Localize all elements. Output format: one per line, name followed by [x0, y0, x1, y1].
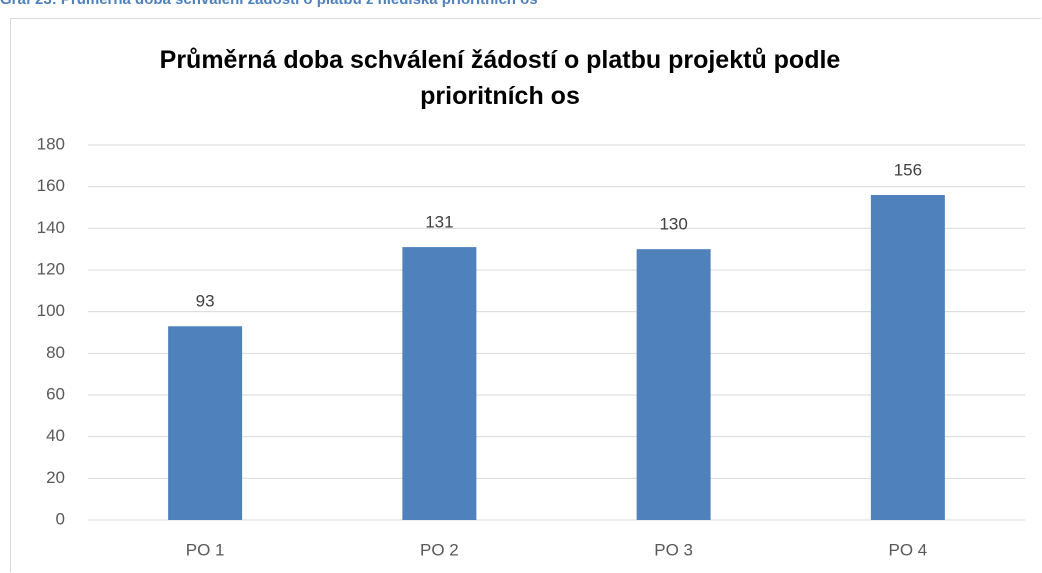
x-tick-label: PO 1 — [186, 540, 225, 559]
x-tick-label: PO 2 — [420, 540, 459, 559]
bar — [636, 249, 711, 520]
bar — [168, 326, 243, 520]
y-tick-label: 180 — [37, 134, 65, 153]
chart-title: Průměrná doba schválení žádostí o platbu… — [159, 46, 841, 110]
y-tick-label: 20 — [46, 468, 65, 487]
y-tick-label: 0 — [56, 509, 65, 528]
y-tick-label: 160 — [37, 176, 65, 195]
x-tick-label: PO 3 — [654, 540, 693, 559]
chart-frame — [10, 18, 1041, 572]
y-tick-label: 60 — [46, 384, 65, 403]
y-tick-label: 140 — [37, 218, 65, 237]
data-label: 131 — [425, 213, 453, 232]
y-tick-label: 120 — [37, 259, 65, 278]
data-label: 156 — [894, 160, 922, 179]
y-tick-label: 80 — [46, 343, 65, 362]
data-label: 130 — [659, 215, 687, 234]
data-label: 93 — [196, 292, 215, 311]
bar — [402, 247, 477, 521]
x-tick-label: PO 4 — [889, 540, 928, 559]
y-tick-label: 40 — [46, 426, 65, 445]
y-tick-label: 100 — [37, 301, 65, 320]
bar — [870, 195, 945, 520]
caption: Graf 23: Průměrná doba schválení žádostí… — [0, 0, 538, 8]
